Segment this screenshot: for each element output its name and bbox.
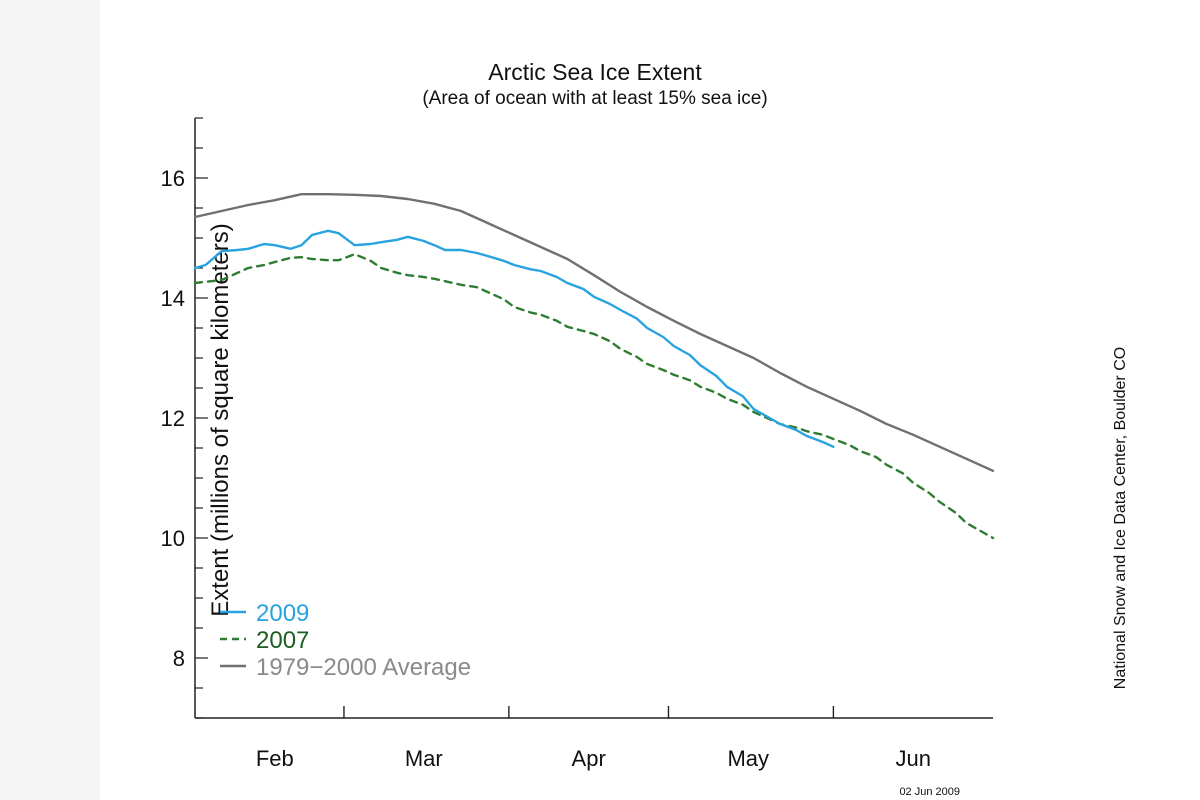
axes-group: 8 10 12 14 16 Feb Mar Apr May Jun (161, 117, 993, 771)
chart-canvas: Arctic Sea Ice Extent (Area of ocean wit… (100, 0, 1200, 800)
y-tick-label: 10 (161, 526, 185, 551)
series-2009-line (193, 229, 835, 448)
y-tick-label: 12 (161, 406, 185, 431)
credit-text: National Snow and Ice Data Center, Bould… (1112, 347, 1129, 689)
chart-subtitle: (Area of ocean with at least 15% sea ice… (422, 88, 767, 109)
y-tick-label: 14 (161, 286, 185, 311)
legend-label: 1979−2000 Average (256, 654, 471, 681)
line-chart: Arctic Sea Ice Extent (Area of ocean wit… (161, 59, 1129, 798)
x-tick-label: Jun (895, 746, 930, 771)
y-tick-label: 8 (173, 646, 185, 671)
y-axis-label: Extent (millions of square kilometers) (207, 223, 234, 616)
series-layer (193, 192, 995, 540)
x-tick-label: Mar (405, 746, 443, 771)
x-tick-label: Apr (572, 746, 606, 771)
legend-label: 2007 (256, 627, 309, 654)
legend-label: 2009 (256, 600, 309, 627)
date-stamp: 02 Jun 2009 (899, 786, 960, 798)
x-tick-label: May (727, 746, 769, 771)
series-2007-line (193, 252, 995, 540)
x-tick-label: Feb (256, 746, 294, 771)
series-average-line (193, 192, 995, 472)
chart-title: Arctic Sea Ice Extent (488, 59, 702, 85)
y-tick-label: 16 (161, 166, 185, 191)
